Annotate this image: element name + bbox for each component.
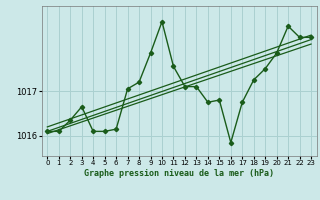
X-axis label: Graphe pression niveau de la mer (hPa): Graphe pression niveau de la mer (hPa) (84, 169, 274, 178)
